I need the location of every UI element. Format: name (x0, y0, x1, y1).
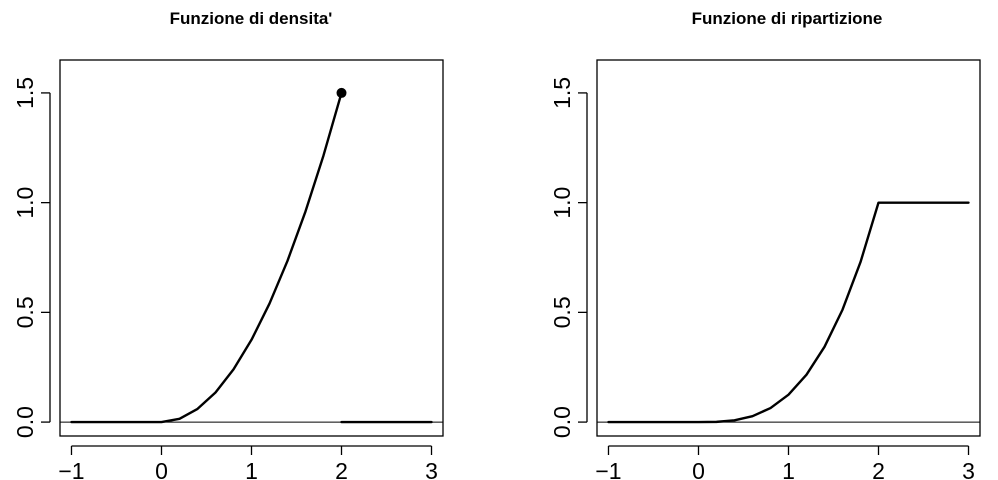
chart-title: Funzione di densita' (170, 9, 333, 28)
chart-panel-2: Funzione di ripartizione −1 0 1 2 3 0.0 0.5 1.0 1… (549, 9, 981, 480)
data-point-1 (336, 87, 347, 98)
y-tick-label: 1.0 (549, 187, 575, 219)
y-tick-label: 0.0 (12, 406, 38, 438)
x-tick-label: −1 (595, 458, 621, 480)
x-tick-label: 0 (692, 458, 705, 480)
x-tick-label: 0 (155, 458, 168, 480)
x-tick-label: 3 (962, 458, 975, 480)
y-tick-label: 1.5 (549, 77, 575, 109)
y-tick-label: 1.0 (12, 187, 38, 219)
y-tick-label: 0.5 (549, 296, 575, 328)
x-tick-label: 2 (872, 458, 885, 480)
plot-frame (596, 59, 981, 437)
series-line-1 (607, 201, 970, 424)
y-tick-label: 0.5 (12, 296, 38, 328)
x-tick-label: 1 (782, 458, 795, 480)
chart-title: Funzione di ripartizione (692, 9, 883, 28)
y-axis: 0.0 0.5 1.0 1.5 (549, 77, 588, 438)
y-axis: 0.0 0.5 1.0 1.5 (12, 77, 51, 438)
x-tick-label: −1 (58, 458, 84, 480)
plot-frame (59, 59, 444, 437)
series-line-1 (70, 91, 343, 424)
y-tick-label: 1.5 (12, 77, 38, 109)
y-tick-label: 0.0 (549, 406, 575, 438)
x-axis: −1 0 1 2 3 (595, 445, 975, 480)
x-axis: −1 0 1 2 3 (58, 445, 438, 480)
x-tick-label: 3 (425, 458, 438, 480)
x-tick-label: 2 (335, 458, 348, 480)
x-tick-label: 1 (245, 458, 258, 480)
chart-panel-1: Funzione di densita' −1 0 1 2 3 0.0 0.5 1.0 1.5 (12, 9, 444, 480)
